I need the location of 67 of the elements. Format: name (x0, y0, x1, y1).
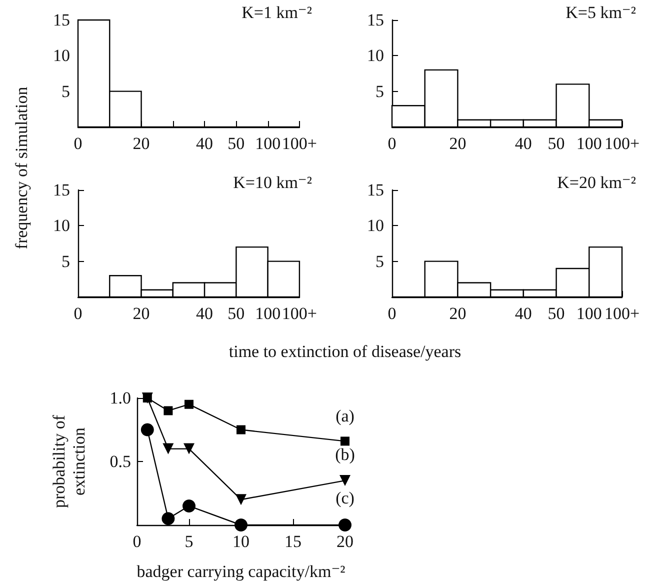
x-tick-label: 20 (132, 304, 150, 323)
x-tick-label: 100+ (282, 134, 318, 153)
y-tick-label: 10 (53, 46, 70, 66)
y-axis-title: frequency of simulation (12, 86, 32, 250)
x-tick-label: 0 (74, 134, 82, 153)
x-tick-label: 40 (196, 304, 214, 323)
y-tick-label: 5 (62, 82, 70, 101)
x-tick-label: 100 (255, 304, 281, 323)
x-tick-label: 50 (548, 304, 565, 323)
point (338, 518, 352, 532)
x-tick-label: 0 (388, 304, 396, 323)
x-tick-label: 40 (514, 304, 532, 323)
x-tick-label: 100 (576, 134, 602, 153)
point (236, 425, 246, 434)
x-tick-label: 20 (449, 304, 466, 323)
point (184, 443, 194, 454)
point (184, 400, 194, 409)
x-tick-label: 100+ (604, 304, 640, 323)
annotation: K=5 km⁻² (566, 3, 636, 22)
y-tick-label: 15 (53, 10, 70, 30)
y-tick-label: 5 (376, 82, 384, 101)
x-tick-label: 10 (232, 532, 250, 551)
annotation: K=20 km⁻² (557, 173, 636, 192)
y-tick-label: 15 (367, 180, 384, 200)
x-tick-label: 15 (284, 532, 302, 551)
y-tick-label: 5 (376, 252, 384, 271)
annotation: K=1 km⁻² (242, 3, 312, 22)
point (234, 518, 248, 532)
x-tick-label: 0 (388, 134, 396, 153)
point (340, 436, 350, 446)
point (162, 512, 175, 526)
x-tick-label: 20 (132, 134, 150, 153)
x-tick-label: 100+ (282, 304, 318, 323)
x-tick-label: 50 (228, 304, 245, 323)
x-tick-label: 40 (514, 134, 532, 153)
point (182, 499, 196, 512)
x-tick-label: 40 (196, 134, 214, 153)
y-tick-label: 10 (367, 46, 384, 66)
x-tick-label: 50 (548, 134, 565, 153)
x-axis-title: badger carrying capacity/km⁻² (136, 562, 346, 581)
x-tick-label: 5 (184, 532, 194, 551)
x-tick-label: 0 (74, 304, 82, 323)
y-tick-label: 10 (53, 216, 70, 236)
x-tick-label: 100+ (604, 134, 640, 153)
y-axis-title: probability of extinction (50, 414, 88, 508)
series-label: (c) (336, 488, 354, 508)
annotation: K=10 km⁻² (233, 173, 312, 192)
point (236, 494, 246, 506)
point (164, 406, 173, 416)
y-tick-label: 0.5 (110, 452, 131, 471)
point (162, 443, 174, 454)
x-tick-label: 50 (228, 134, 245, 153)
y-tick-label: 15 (367, 10, 384, 30)
x-tick-label: 20 (449, 134, 466, 153)
x-tick-label: 100 (576, 304, 602, 323)
x-axis-title: time to extinction of disease/years (228, 342, 462, 362)
point (340, 475, 350, 486)
y-tick-label: 5 (62, 252, 70, 271)
series-label: (a) (336, 406, 354, 426)
series-label: (b) (335, 445, 355, 464)
x-tick-label: 20 (336, 532, 354, 551)
y-tick-label: 15 (53, 180, 70, 200)
y-tick-label: 10 (367, 216, 384, 236)
x-tick-label: 0 (132, 532, 142, 551)
y-tick-label: 1.0 (110, 388, 131, 408)
x-tick-label: 100 (255, 134, 281, 153)
point (140, 423, 154, 436)
